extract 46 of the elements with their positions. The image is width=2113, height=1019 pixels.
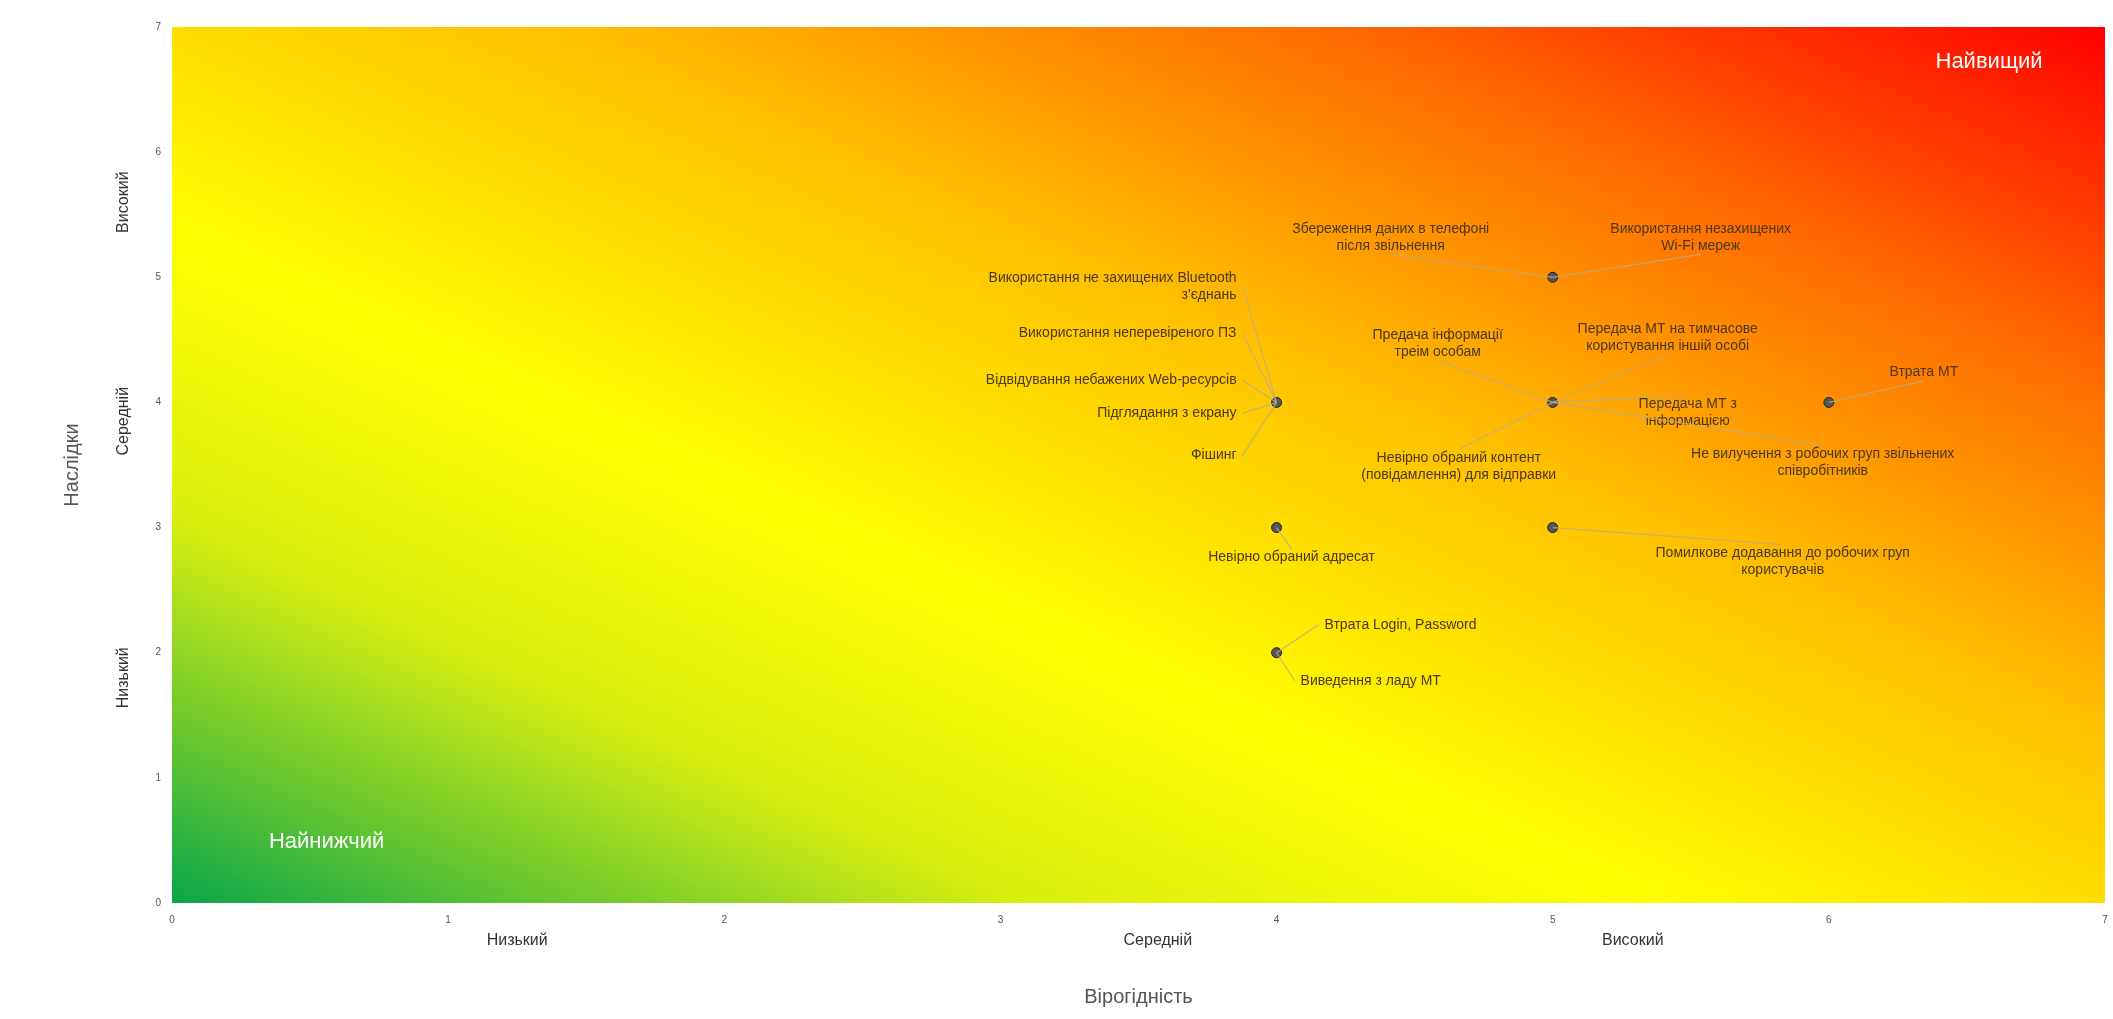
point bbox=[1271, 522, 1283, 534]
annotation: Невірно обраний контент (повідамлення) для відправки bbox=[1361, 448, 1557, 482]
annotation: Використання не захищених Bluetooth з'єднань bbox=[988, 268, 1237, 302]
annotation: Найвищий bbox=[1935, 48, 2043, 74]
x-tick-label: 5 bbox=[1549, 913, 1556, 925]
annotation: Використання неперевіреного ПЗ bbox=[1018, 324, 1237, 341]
annotation: Підглядання з екрану bbox=[1097, 404, 1237, 421]
x-tick-label: 3 bbox=[997, 913, 1004, 925]
annotation: Відвідування небажених Web-ресурсів bbox=[985, 371, 1237, 388]
text: Середній bbox=[1123, 931, 1193, 949]
y-tick-label: 3 bbox=[155, 521, 162, 533]
text: Високий bbox=[1602, 931, 1664, 949]
point bbox=[1547, 522, 1559, 534]
x-axis-title: Вірогідність bbox=[1084, 984, 1193, 1007]
annotation: Передача МТ з інформацією bbox=[1638, 394, 1737, 428]
y-tick-label: 5 bbox=[155, 271, 162, 283]
annotation: Не вилучення з робочих груп звільнених співробітників bbox=[1691, 444, 1955, 478]
text: Високий bbox=[114, 171, 132, 233]
annotation: Невірно обраний адресат bbox=[1208, 548, 1376, 565]
y-tick-label: 0 bbox=[155, 896, 162, 908]
annotation: Помилкове додавання до робочих груп користувачів bbox=[1655, 543, 1910, 577]
annotation: Виведення з ладу МТ bbox=[1300, 671, 1442, 688]
annotation: Збереження даних в телефоні після звільнення bbox=[1292, 219, 1490, 253]
y-tick-label: 6 bbox=[155, 145, 162, 157]
x-tick-label: 0 bbox=[169, 913, 176, 925]
y-axis-title: Наслідки bbox=[59, 423, 82, 507]
x-tick-label: 4 bbox=[1273, 913, 1280, 925]
x-tick-label: 1 bbox=[445, 913, 452, 925]
y-tick-label: 4 bbox=[155, 396, 162, 408]
annotation: Передача МТ на тимчасове користування іншій особі bbox=[1577, 319, 1759, 353]
text: Середній bbox=[114, 386, 132, 456]
text: Низький bbox=[114, 647, 132, 709]
annotation: Використання незахищених Wi-Fi мереж bbox=[1610, 219, 1792, 253]
x-tick-label: 7 bbox=[2102, 913, 2109, 925]
annotation: Фішинг bbox=[1190, 446, 1237, 463]
point bbox=[1823, 396, 1835, 408]
y-tick-label: 2 bbox=[155, 646, 162, 658]
y-tick-label: 1 bbox=[155, 771, 162, 783]
annotation: Втрата Login, Password bbox=[1324, 615, 1477, 632]
x-tick-label: 2 bbox=[721, 913, 728, 925]
y-tick-label: 7 bbox=[155, 20, 162, 32]
annotation: Предача інформації треім особам bbox=[1372, 325, 1503, 359]
annotation: Найнижчий bbox=[268, 827, 385, 853]
x-tick-label: 6 bbox=[1826, 913, 1833, 925]
text: Низький bbox=[486, 931, 548, 949]
annotation: Втрата МТ bbox=[1889, 363, 1959, 380]
